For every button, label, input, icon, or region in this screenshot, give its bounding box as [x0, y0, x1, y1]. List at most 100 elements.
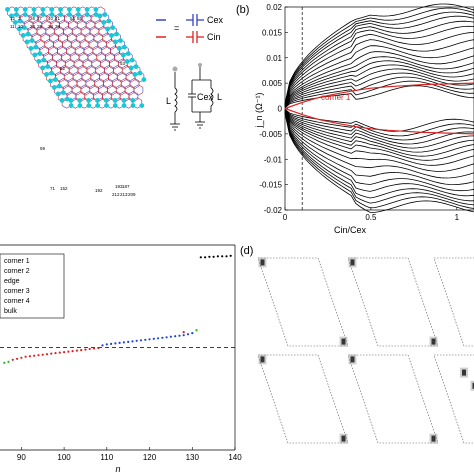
lattice-bond — [62, 84, 68, 88]
lattice-bond — [59, 20, 65, 24]
lattice-bond — [68, 65, 74, 69]
lattice-bond — [99, 72, 105, 76]
band-line — [284, 76, 474, 108]
boundary-node — [113, 39, 118, 45]
boundary-node — [93, 6, 99, 12]
band-line — [284, 111, 474, 172]
lattice-bond — [74, 45, 80, 49]
y-tick-label: -0.005 — [259, 130, 282, 139]
lattice-bond — [101, 52, 106, 56]
lattice-bond — [37, 27, 43, 31]
legend-equals: = — [174, 23, 179, 33]
boundary-node — [102, 12, 108, 17]
lattice-bond — [79, 53, 85, 57]
boundary-node — [31, 12, 37, 17]
boundary-node — [133, 64, 139, 69]
lattice-bond — [74, 59, 80, 63]
boundary-node — [97, 13, 103, 19]
legend-corner2: corner 2 — [4, 268, 30, 275]
lattice-bond — [91, 58, 97, 62]
lattice-bond — [113, 65, 118, 69]
lattice-bond — [83, 45, 89, 49]
lattice-bond — [78, 66, 84, 70]
lattice-bond — [80, 40, 86, 44]
boundary-node — [18, 18, 23, 24]
lattice-bond — [84, 32, 90, 36]
lattice-bond — [75, 91, 81, 95]
lattice-bond — [70, 45, 76, 49]
lattice-bond — [45, 40, 50, 44]
lattice-bond — [102, 46, 107, 50]
lattice-bond — [74, 52, 80, 56]
scatter-point — [3, 361, 6, 364]
scatter-point — [118, 341, 121, 344]
density-halo — [339, 336, 348, 347]
lattice-bond — [118, 58, 123, 62]
lattice-bond — [28, 27, 34, 31]
band-line — [284, 113, 474, 209]
lattice-bond — [125, 71, 131, 75]
lattice-bond — [92, 59, 97, 63]
circuit-cex: Cex — [197, 92, 214, 102]
lattice-bond — [68, 71, 74, 75]
band-line — [284, 25, 474, 105]
lattice-bond — [53, 40, 59, 44]
lattice-bond — [77, 20, 83, 24]
scatter-point — [105, 343, 108, 346]
boundary-node — [141, 77, 147, 82]
boundary-node — [28, 46, 34, 51]
node-number: 54 — [70, 16, 76, 21]
node-number: 71 — [50, 186, 56, 191]
density-spot — [341, 435, 346, 442]
density-map-outline — [433, 354, 474, 444]
lattice-bond — [49, 39, 54, 43]
lattice-bond — [48, 45, 54, 49]
lattice-bond — [133, 92, 139, 96]
lattice-bond — [62, 40, 68, 44]
boundary-node — [14, 12, 19, 17]
lattice-bond — [47, 59, 53, 63]
density-spot — [260, 259, 265, 266]
lattice-bond — [90, 78, 95, 82]
plot-frame — [284, 6, 474, 211]
boundary-node — [101, 20, 107, 25]
lattice-bond — [62, 32, 68, 36]
lattice-bond — [129, 78, 135, 82]
lattice-bond — [76, 78, 82, 82]
lattice-bond — [80, 91, 86, 95]
lattice-bond — [52, 45, 58, 49]
boundary-node — [68, 98, 74, 103]
band-line — [284, 68, 474, 108]
lattice-bond — [122, 65, 127, 69]
lattice-bond — [41, 19, 47, 23]
lattice-bond — [56, 59, 62, 63]
lattice-bond — [81, 85, 87, 89]
lattice-bond — [111, 91, 116, 95]
boundary-node — [77, 98, 83, 103]
y-tick-label: 0.01 — [266, 54, 282, 63]
lattice-bond — [112, 78, 117, 82]
lattice-bond — [87, 66, 93, 70]
scatter-point — [221, 255, 224, 258]
lattice-bond — [122, 66, 128, 70]
lattice-bond — [78, 52, 84, 56]
boundary-node — [112, 103, 118, 108]
band-line — [284, 109, 474, 141]
density-spot — [341, 338, 346, 345]
lattice-bond — [98, 85, 104, 89]
panel-b-ylabel: j_n (Ω⁻¹) — [254, 93, 264, 129]
density-halo — [429, 336, 438, 347]
boundary-node — [37, 51, 43, 56]
node-number: 27 — [37, 16, 43, 21]
node-number: 55 — [77, 16, 83, 21]
lattice-bond — [58, 33, 64, 37]
lattice-bond — [88, 39, 94, 43]
lattice-bond — [87, 52, 93, 56]
lattice-bond — [103, 78, 109, 82]
node-number: 209 — [128, 192, 136, 197]
lattice-bond — [77, 65, 83, 69]
lattice-bond — [108, 71, 114, 75]
scatter-point — [131, 340, 134, 343]
density-halo — [258, 354, 267, 365]
lattice-bond — [51, 65, 57, 69]
